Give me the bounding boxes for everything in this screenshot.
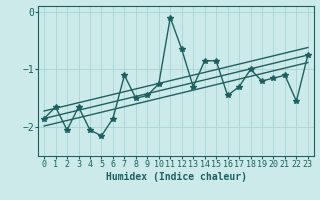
X-axis label: Humidex (Indice chaleur): Humidex (Indice chaleur) [106,172,246,182]
